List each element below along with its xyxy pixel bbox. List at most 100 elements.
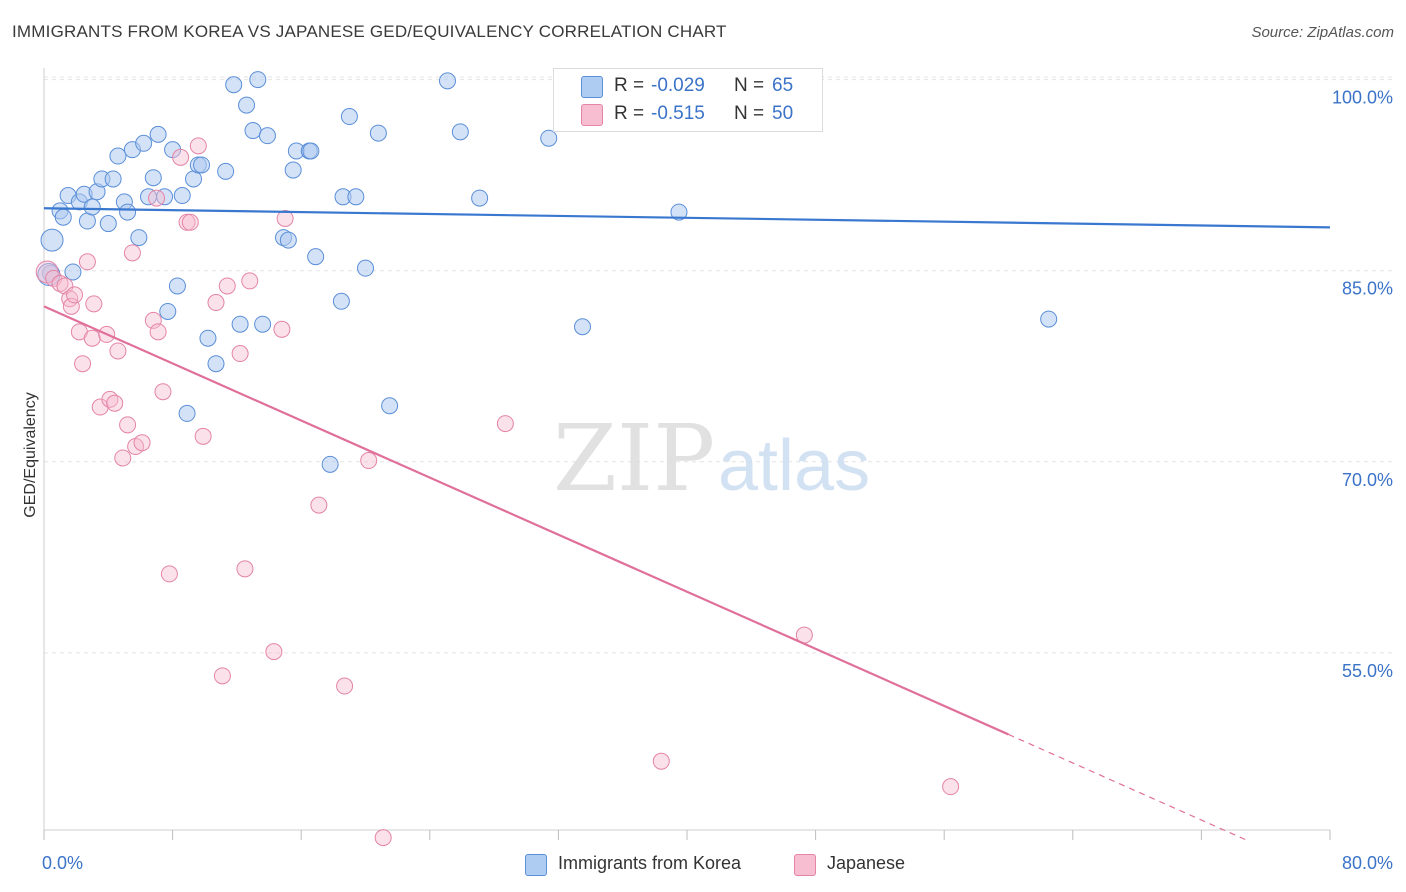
legend-swatch-japanese: [794, 854, 816, 876]
korea-point: [451, 123, 469, 141]
x-tick-label: 0.0%: [42, 853, 83, 873]
legend-swatch-korea: [581, 76, 603, 98]
korea-point: [369, 124, 387, 142]
korea-point: [357, 259, 374, 277]
korea-point: [178, 404, 196, 422]
japanese-point: [218, 277, 236, 295]
japanese-point: [310, 496, 328, 514]
legend-label-japanese: Japanese: [827, 853, 906, 873]
korea-point: [238, 96, 256, 114]
korea-point: [135, 134, 153, 152]
korea-point: [64, 263, 82, 281]
y-axis-label: GED/Equivalency: [22, 392, 39, 517]
korea-point: [249, 71, 267, 89]
japanese-point: [172, 148, 190, 166]
source-credit: Source: ZipAtlas.com: [1251, 24, 1394, 41]
korea-point: [109, 147, 127, 165]
legend-label-korea: Immigrants from Korea: [558, 853, 742, 873]
japanese-point: [652, 752, 670, 770]
legend-row-japanese: R = -0.515 N = 50: [554, 100, 822, 128]
japanese-point: [189, 137, 207, 155]
japanese-point: [241, 272, 259, 290]
japanese-point: [114, 449, 132, 467]
japanese-point: [236, 560, 254, 578]
korea-point: [173, 187, 191, 205]
axes: [43, 68, 1331, 840]
korea-point: [83, 198, 101, 216]
korea-point: [540, 129, 558, 147]
japanese-trend-line: [43, 305, 1009, 736]
y-tick-label: 85.0%: [1342, 279, 1393, 299]
korea-point: [54, 208, 72, 226]
japanese-point: [160, 565, 178, 583]
y-tick-label: 100.0%: [1332, 88, 1393, 108]
chart-title: IMMIGRANTS FROM KOREA VS JAPANESE GED/EQ…: [12, 22, 727, 41]
korea-point: [199, 329, 217, 347]
korea-point: [670, 203, 688, 221]
japanese-point: [276, 209, 294, 227]
korea-point: [217, 162, 235, 180]
japanese-point: [83, 329, 101, 347]
japanese-point: [56, 277, 74, 295]
japanese-point: [273, 320, 291, 338]
japanese-point: [194, 427, 212, 445]
korea-point: [225, 76, 243, 94]
japanese-point: [119, 416, 137, 434]
japanese-trend-extension: [1008, 733, 1250, 843]
watermark-atlas: atlas: [718, 426, 870, 506]
japanese-point: [181, 213, 199, 231]
korea-point: [340, 108, 358, 126]
japanese-point: [66, 286, 84, 304]
legend-n-label: N =: [734, 103, 765, 124]
korea-point: [149, 125, 167, 143]
korea-point: [104, 170, 122, 188]
y-tick-labels: 55.0% 70.0% 85.0% 100.0%: [1332, 88, 1393, 681]
japanese-point: [374, 829, 392, 847]
korea-point: [381, 397, 399, 415]
korea-point: [159, 302, 177, 320]
japanese-point: [336, 677, 354, 695]
japanese-point: [213, 667, 231, 685]
series-legend: Immigrants from Korea Japanese: [0, 852, 1406, 878]
legend-n-value: 65: [772, 75, 794, 96]
legend-n-label: N =: [734, 75, 765, 96]
japanese-point: [149, 323, 167, 341]
korea-point: [321, 455, 339, 473]
korea-trend-line: [43, 207, 1331, 229]
korea-point: [438, 72, 456, 90]
korea-point: [254, 315, 272, 333]
legend-r-label: R =: [614, 75, 645, 96]
korea-point: [231, 315, 249, 333]
japanese-point: [51, 274, 69, 292]
watermark: ZIP atlas: [553, 405, 870, 512]
korea-point: [168, 277, 186, 295]
japanese-point: [148, 189, 166, 207]
legend-r-label: R =: [614, 103, 645, 124]
y-tick-label: 55.0%: [1342, 661, 1393, 681]
legend-swatch-japanese: [581, 104, 603, 126]
korea-point: [144, 169, 162, 187]
korea-point: [130, 229, 148, 247]
korea-point: [284, 161, 302, 179]
korea-points: [37, 71, 1058, 473]
x-tick-labels: 0.0% 80.0%: [42, 853, 1393, 873]
korea-point: [307, 248, 325, 266]
japanese-point: [109, 342, 127, 360]
y-tick-label: 70.0%: [1342, 470, 1393, 490]
japanese-point: [231, 345, 249, 363]
watermark-zip: ZIP: [553, 405, 715, 512]
korea-point: [193, 156, 211, 174]
japanese-point: [85, 295, 103, 313]
korea-point: [347, 188, 365, 206]
japanese-point: [942, 778, 960, 796]
japanese-point: [207, 294, 225, 312]
japanese-point: [123, 244, 141, 262]
japanese-point: [496, 415, 514, 433]
legend-r-value: -0.515: [651, 103, 705, 124]
legend-n-value: 50: [772, 103, 794, 124]
korea-point: [279, 231, 297, 249]
korea-point: [99, 215, 117, 233]
legend-r-value: -0.029: [651, 75, 705, 96]
korea-point: [258, 127, 276, 145]
